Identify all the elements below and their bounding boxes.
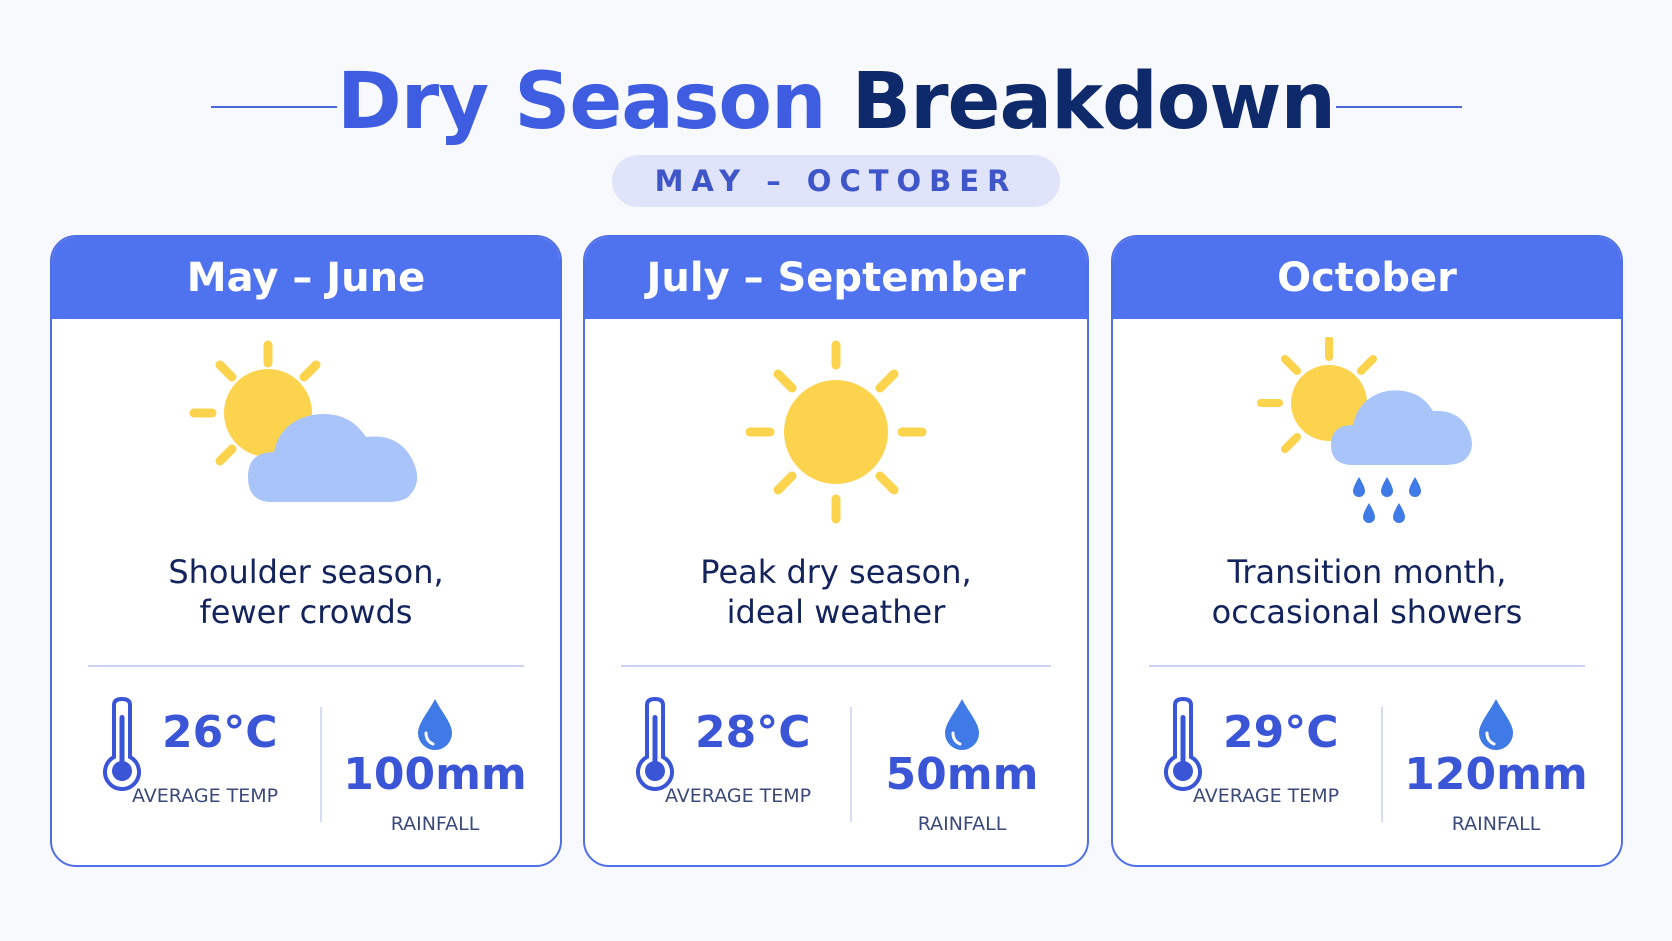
rainfall-stat: 100mm RAINFALL (330, 697, 540, 837)
temp-value: 26°C (162, 707, 278, 758)
temp-value: 29°C (1223, 707, 1339, 758)
water-drop-icon (418, 699, 452, 750)
thermometer-icon (103, 697, 141, 791)
card-stats: 29°C AVERAGE TEMP 120mm RAINFALL (1113, 697, 1621, 837)
stats-separator (1381, 707, 1383, 822)
average-temp-stat: 26°C AVERAGE TEMP (92, 697, 312, 837)
season-card-october: October Transition month, occasional sho… (1111, 235, 1623, 867)
rainfall-label: RAINFALL (390, 813, 480, 835)
page-title: Dry Season Breakdown (0, 50, 1672, 155)
season-range-badge: MAY – OCTOBER (612, 155, 1060, 207)
description-line-1: Peak dry season, (700, 553, 972, 591)
thermometer-icon (1164, 697, 1202, 791)
title-rule-right (1336, 106, 1462, 108)
description-line-1: Transition month, (1227, 553, 1507, 591)
thermometer-icon (636, 697, 674, 791)
card-description: Shoulder season, fewer crowds (52, 552, 560, 632)
rainfall-label: RAINFALL (917, 813, 1007, 835)
card-divider (621, 665, 1051, 667)
card-period-title: May – June (52, 237, 560, 319)
season-card-july-september: July – September Peak dry season, ideal … (583, 235, 1089, 867)
description-line-2: ideal weather (726, 593, 946, 631)
water-drop-icon (1479, 699, 1513, 750)
average-temp-stat: 29°C AVERAGE TEMP (1153, 697, 1373, 837)
card-description: Transition month, occasional showers (1113, 552, 1621, 632)
sun-icon (745, 340, 927, 524)
card-stats: 28°C AVERAGE TEMP 50mm RAINFALL (585, 697, 1087, 837)
sun-behind-cloud-icon (189, 340, 418, 502)
stats-separator (850, 707, 852, 822)
sun-cloud-rain-icon (1257, 337, 1472, 523)
temp-value: 28°C (695, 707, 811, 758)
rainfall-label: RAINFALL (1451, 813, 1541, 835)
rainfall-value: 100mm (343, 749, 527, 800)
card-period-title: October (1113, 237, 1621, 319)
title-row: Dry Season Breakdown (0, 50, 1672, 155)
temp-label: AVERAGE TEMP (665, 785, 812, 807)
description-line-2: occasional showers (1211, 593, 1523, 631)
temp-label: AVERAGE TEMP (132, 785, 279, 807)
average-temp-stat: 28°C AVERAGE TEMP (625, 697, 845, 837)
card-divider (1149, 665, 1585, 667)
rainfall-stat: 50mm RAINFALL (857, 697, 1067, 837)
card-stats: 26°C AVERAGE TEMP 100mm RAINFALL (52, 697, 560, 837)
stats-separator (320, 707, 322, 822)
title-rule-left (211, 106, 337, 108)
card-divider (88, 665, 524, 667)
season-card-may-june: May – June Shoulder season, fewer crowds (50, 235, 562, 867)
title-highlight: Dry Season (337, 57, 826, 147)
temp-label: AVERAGE TEMP (1193, 785, 1340, 807)
description-line-2: fewer crowds (199, 593, 413, 631)
title-rest: Breakdown (851, 57, 1336, 147)
rainfall-stat: 120mm RAINFALL (1391, 697, 1601, 837)
rainfall-value: 50mm (885, 749, 1039, 800)
water-drop-icon (945, 699, 979, 750)
rainfall-value: 120mm (1404, 749, 1588, 800)
card-description: Peak dry season, ideal weather (585, 552, 1087, 632)
card-period-title: July – September (585, 237, 1087, 319)
description-line-1: Shoulder season, (168, 553, 444, 591)
